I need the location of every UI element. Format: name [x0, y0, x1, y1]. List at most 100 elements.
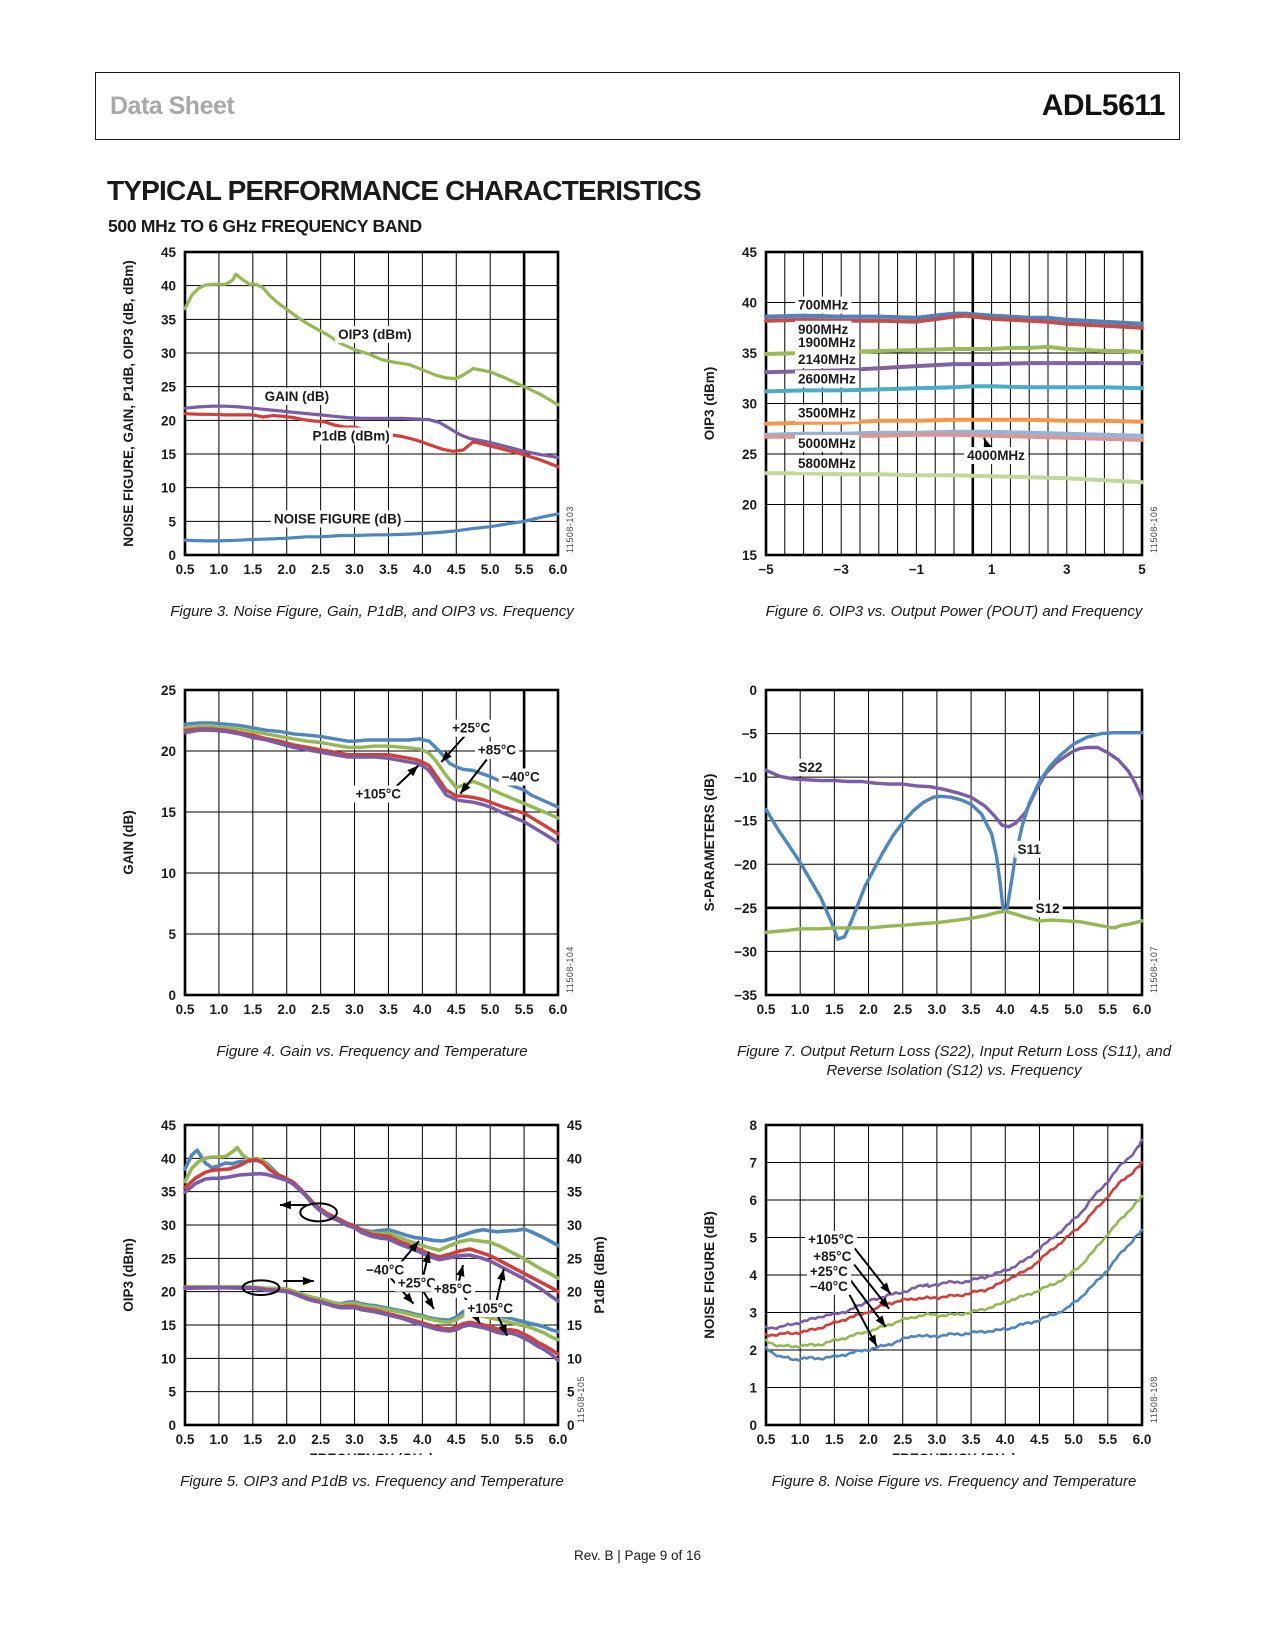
figure-7: 0.5 1.0 1.5 2.0 2.5 3.0 3.5 4.0 4.5 5.0 5.5 6.0 0 −5 −… — [680, 675, 1275, 1115]
svg-text:0: 0 — [749, 1418, 757, 1433]
section-title: TYPICAL PERFORMANCE CHARACTERISTICS — [107, 174, 702, 206]
figure-8-caption: Figure 8. Noise Figure vs. Frequency and… — [771, 1473, 1137, 1490]
figure-3-chart: 0.5 1.0 1.5 2.0 2.5 3.0 3.5 4.0 4.5 5.0 5.5 6.0 0 5 10… — [100, 238, 660, 596]
header: Data Sheet ADL5611 — [95, 72, 1180, 140]
svg-text:40: 40 — [161, 1151, 176, 1166]
svg-text:700MHz: 700MHz — [798, 298, 849, 313]
svg-text:2.5: 2.5 — [311, 1432, 330, 1447]
svg-text:20: 20 — [161, 1285, 176, 1300]
svg-text:S11: S11 — [1018, 842, 1042, 857]
svg-text:4.5: 4.5 — [447, 1432, 466, 1447]
svg-text:30: 30 — [161, 346, 176, 361]
svg-text:11508-104: 11508-104 — [565, 946, 575, 993]
svg-text:1.5: 1.5 — [243, 1432, 262, 1447]
svg-text:−40°C: −40°C — [810, 1279, 848, 1294]
svg-text:3.5: 3.5 — [379, 562, 398, 577]
svg-text:−10: −10 — [734, 770, 757, 785]
svg-text:35: 35 — [742, 346, 758, 361]
figure-5: 0.5 1.0 1.5 2.0 2.5 3.0 3.5 4.0 4.5 5.0 5.5 6.0 0 5 10… — [100, 1110, 700, 1550]
svg-text:0: 0 — [168, 988, 176, 1003]
svg-text:10: 10 — [567, 1351, 582, 1366]
svg-text:15: 15 — [161, 447, 177, 462]
figure-5-chart: 0.5 1.0 1.5 2.0 2.5 3.0 3.5 4.0 4.5 5.0 5.5 6.0 0 5 10… — [100, 1110, 700, 1466]
svg-text:NOISE FIGURE (dB): NOISE FIGURE (dB) — [274, 511, 402, 526]
svg-text:0.5: 0.5 — [176, 1002, 195, 1017]
svg-text:4.0: 4.0 — [996, 1432, 1015, 1447]
svg-text:−5: −5 — [742, 727, 758, 742]
svg-text:40: 40 — [742, 296, 757, 311]
svg-text:7: 7 — [749, 1156, 757, 1171]
figure-3-caption: Figure 3. Noise Figure, Gain, P1dB, and … — [170, 603, 574, 620]
svg-text:5800MHz: 5800MHz — [798, 456, 856, 471]
svg-text:45: 45 — [161, 1118, 177, 1133]
svg-text:6.0: 6.0 — [1133, 1432, 1152, 1447]
figure-4: 0.5 1.0 1.5 2.0 2.5 3.0 3.5 4.0 4.5 5.0 5.5 6.0 0 5 10… — [100, 675, 700, 1115]
svg-text:35: 35 — [161, 312, 177, 327]
svg-text:3.5: 3.5 — [379, 1002, 398, 1017]
svg-text:5: 5 — [749, 1231, 757, 1246]
svg-text:1.5: 1.5 — [243, 562, 262, 577]
svg-text:20: 20 — [742, 498, 757, 513]
svg-text:2.0: 2.0 — [277, 1432, 296, 1447]
svg-text:+25°C: +25°C — [810, 1264, 848, 1279]
svg-text:35: 35 — [161, 1185, 177, 1200]
page-footer: Rev. B | Page 9 of 16 — [573, 1548, 702, 1563]
svg-text:4.5: 4.5 — [447, 562, 466, 577]
svg-text:15: 15 — [567, 1318, 583, 1333]
svg-text:15: 15 — [742, 548, 758, 563]
svg-text:30: 30 — [161, 1218, 176, 1233]
svg-text:5: 5 — [567, 1385, 575, 1400]
svg-text:4.5: 4.5 — [1030, 1002, 1049, 1017]
svg-text:20: 20 — [161, 744, 176, 759]
svg-text:5: 5 — [168, 514, 176, 529]
svg-text:5: 5 — [168, 927, 176, 942]
svg-text:+105°C: +105°C — [356, 787, 402, 802]
figure-8-chart: 0.5 1.0 1.5 2.0 2.5 3.0 3.5 4.0 4.5 5.0 5.5 6.0 0 1 2 3… — [680, 1110, 1240, 1466]
svg-text:2.5: 2.5 — [311, 562, 330, 577]
frequency-band-subtitle: 500 MHz TO 6 GHz FREQUENCY BAND — [108, 215, 422, 236]
figure-4-caption: Figure 4. Gain vs. Frequency and Tempera… — [216, 1043, 528, 1060]
svg-text:4.5: 4.5 — [447, 1002, 466, 1017]
svg-text:5.5: 5.5 — [1098, 1002, 1117, 1017]
svg-text:3: 3 — [749, 1306, 757, 1321]
svg-text:3.0: 3.0 — [345, 1002, 364, 1017]
svg-text:+25°C: +25°C — [452, 721, 490, 736]
svg-text:3.5: 3.5 — [962, 1432, 981, 1447]
svg-text:4000MHz: 4000MHz — [967, 448, 1025, 463]
svg-text:NOISE FIGURE, GAIN, P1dB, OIP3: NOISE FIGURE, GAIN, P1dB, OIP3 (dB, dBm) — [121, 260, 136, 547]
svg-text:GAIN (dB): GAIN (dB) — [121, 810, 136, 875]
svg-text:−1: −1 — [909, 562, 925, 577]
svg-text:1.5: 1.5 — [243, 1002, 262, 1017]
svg-text:45: 45 — [161, 245, 177, 260]
svg-text:5.0: 5.0 — [481, 562, 500, 577]
svg-text:5.0: 5.0 — [481, 1432, 500, 1447]
svg-text:3.0: 3.0 — [928, 1432, 947, 1447]
svg-text:1.0: 1.0 — [210, 562, 229, 577]
svg-text:30: 30 — [567, 1218, 582, 1233]
svg-text:3.5: 3.5 — [962, 1002, 981, 1017]
svg-text:11508-107: 11508-107 — [1149, 946, 1159, 993]
figure-8: 0.5 1.0 1.5 2.0 2.5 3.0 3.5 4.0 4.5 5.0 5.5 6.0 0 1 2 3… — [680, 1110, 1275, 1550]
figure-6: −5 −3 −1 1 3 5 15 20 25 30 35 40 45 700MHz 900MHz 1900M… — [680, 238, 1275, 678]
svg-text:11508-105: 11508-105 — [576, 1376, 586, 1423]
svg-text:35: 35 — [567, 1185, 583, 1200]
svg-text:6.0: 6.0 — [549, 1002, 568, 1017]
svg-text:11508-108: 11508-108 — [1149, 1376, 1159, 1423]
svg-text:2.0: 2.0 — [859, 1432, 878, 1447]
svg-text:10: 10 — [161, 866, 176, 881]
svg-text:6: 6 — [749, 1193, 757, 1208]
svg-text:−3: −3 — [833, 562, 849, 577]
svg-text:10: 10 — [161, 481, 176, 496]
svg-text:4.0: 4.0 — [413, 1432, 432, 1447]
svg-text:0: 0 — [749, 683, 757, 698]
svg-text:S12: S12 — [1036, 901, 1060, 916]
svg-text:P1dB (dBm): P1dB (dBm) — [313, 429, 390, 444]
svg-text:OIP3 (dBm): OIP3 (dBm) — [338, 327, 412, 342]
svg-text:5.5: 5.5 — [515, 562, 534, 577]
svg-text:P1dB (dBm): P1dB (dBm) — [592, 1236, 607, 1313]
svg-text:3500MHz: 3500MHz — [798, 406, 856, 421]
figure-6-chart: −5 −3 −1 1 3 5 15 20 25 30 35 40 45 700MHz 900MHz 1900M… — [680, 238, 1240, 599]
svg-text:−40°C: −40°C — [502, 770, 540, 785]
figure-4-chart: 0.5 1.0 1.5 2.0 2.5 3.0 3.5 4.0 4.5 5.0 5.5 6.0 0 5 10… — [100, 675, 660, 1036]
